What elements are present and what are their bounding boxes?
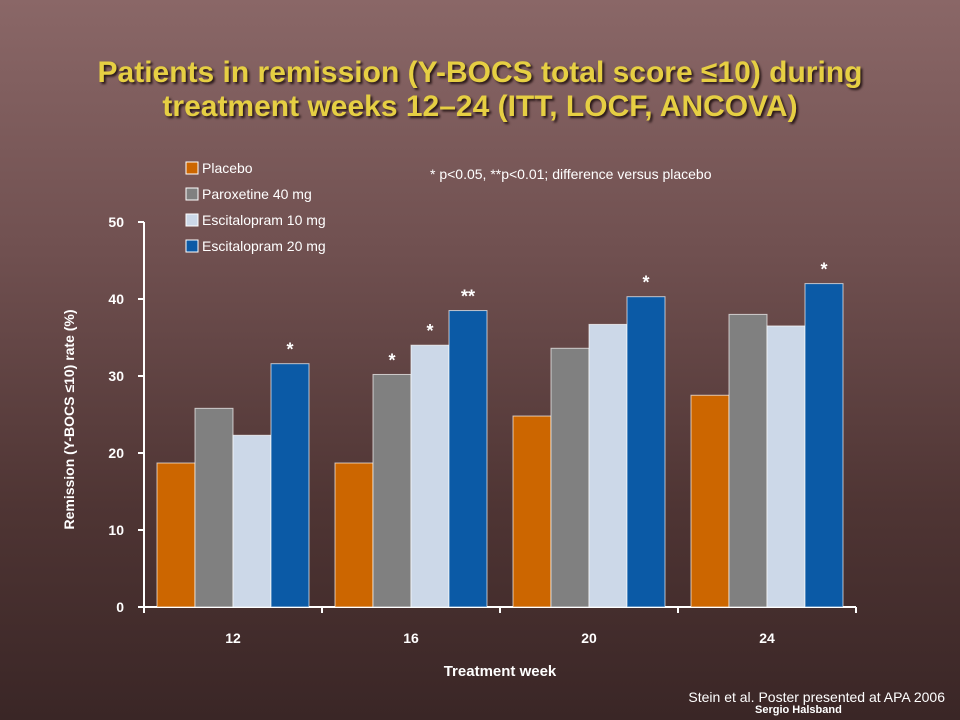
significance-mark: *: [286, 340, 293, 360]
legend-swatch: [185, 161, 199, 175]
bar: [690, 394, 730, 608]
chart-title-line-1: Patients in remission (Y-BOCS total scor…: [97, 56, 863, 89]
y-tick-label: 30: [108, 368, 124, 384]
legend-label: Escitalopram 20 mg: [202, 238, 326, 254]
bar: [804, 283, 844, 608]
bar: [588, 323, 628, 608]
legend-label: Escitalopram 10 mg: [202, 212, 326, 228]
significance-mark: **: [461, 287, 475, 307]
x-tick-label: 16: [403, 630, 419, 646]
author-name: Sergio Halsband: [755, 704, 842, 716]
legend-swatch: [185, 239, 199, 253]
chart-title: Patients in remission (Y-BOCS total scor…: [40, 56, 920, 124]
chart-title-line-2: treatment weeks 12–24 (ITT, LOCF, ANCOVA…: [162, 90, 798, 123]
bar: [728, 313, 768, 608]
x-tick-label: 20: [581, 630, 597, 646]
source-credit: Stein et al. Poster presented at APA 200…: [688, 689, 945, 705]
bar: [270, 363, 310, 608]
bar: [512, 415, 552, 608]
bar: [766, 325, 806, 608]
legend-label: Paroxetine 40 mg: [202, 186, 312, 202]
significance-footnote: * p<0.05, **p<0.01; difference versus pl…: [430, 166, 712, 182]
bar: [194, 407, 234, 608]
legend-label: Placebo: [202, 160, 253, 176]
bar: [156, 462, 196, 608]
y-tick-label: 40: [108, 291, 124, 307]
x-tick-label: 12: [225, 630, 241, 646]
significance-mark: *: [388, 350, 395, 370]
significance-mark: *: [820, 260, 827, 280]
legend-swatch: [185, 213, 199, 227]
bar: [372, 373, 412, 608]
y-axis-label: Remission (Y-BOCS ≤10) rate (%): [61, 309, 77, 529]
legend-swatch: [185, 187, 199, 201]
bar: [626, 296, 666, 608]
bar: [334, 462, 374, 608]
significance-mark: *: [642, 273, 649, 293]
y-tick-label: 20: [108, 445, 124, 461]
bar: [232, 434, 272, 608]
bar: [410, 344, 450, 608]
x-axis-label: Treatment week: [444, 663, 557, 680]
y-tick-label: 10: [108, 522, 124, 538]
bar: [550, 347, 590, 608]
significance-mark: *: [426, 321, 433, 341]
y-tick-label: 50: [108, 214, 124, 230]
y-tick-label: 0: [116, 599, 124, 615]
bar: [448, 310, 488, 608]
x-tick-label: 24: [759, 630, 775, 646]
